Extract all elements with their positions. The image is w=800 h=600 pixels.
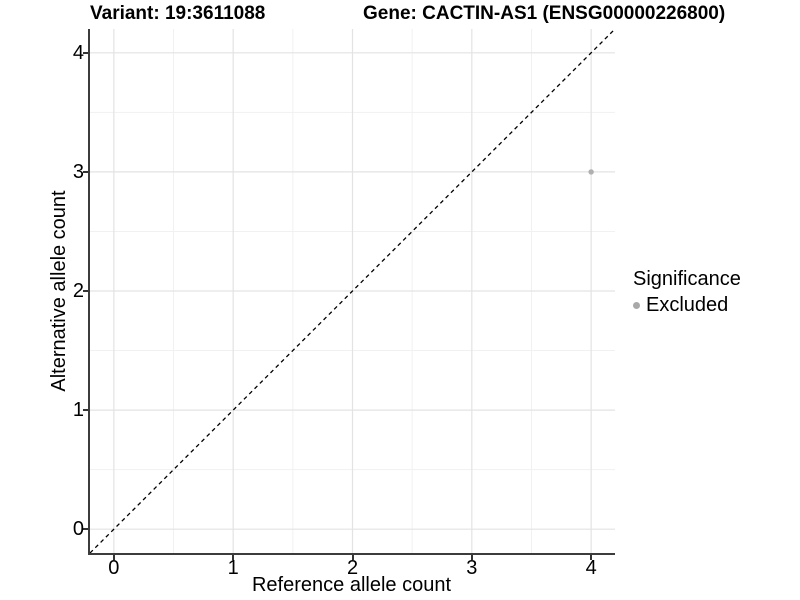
y-tick-mark <box>83 51 88 54</box>
y-tick-mark <box>83 290 88 292</box>
y-tick-label: 2 <box>72 280 84 302</box>
legend: Significance Excluded <box>633 268 741 316</box>
variant-title: Variant: 19:3611088 <box>90 3 266 24</box>
legend-items: Excluded <box>633 294 741 316</box>
x-tick-mark <box>590 555 593 560</box>
x-tick-mark <box>351 555 354 560</box>
y-tick-label: 0 <box>72 518 84 541</box>
y-tick-mark <box>83 170 88 173</box>
legend-item-label: Excluded <box>646 294 729 316</box>
legend-item: Excluded <box>633 294 741 316</box>
x-tick-label: 0 <box>108 557 120 579</box>
x-tick-mark <box>232 555 235 560</box>
x-tick-label: 3 <box>466 557 478 579</box>
plot-panel <box>88 29 615 555</box>
x-tick-label: 4 <box>585 557 597 579</box>
legend-key-dot-icon <box>633 301 640 309</box>
x-axis-title: Reference allele count <box>251 574 451 596</box>
x-tick-label: 1 <box>227 557 239 579</box>
y-tick-label: 4 <box>72 41 84 64</box>
x-tick-mark <box>470 555 473 560</box>
gene-title: Gene: CACTIN-AS1 (ENSG00000226800) <box>363 3 726 24</box>
x-tick-mark <box>112 555 115 560</box>
y-tick-label: 1 <box>72 399 84 422</box>
legend-title: Significance <box>633 268 741 290</box>
y-tick-mark <box>83 528 88 531</box>
x-tick-label: 2 <box>346 557 359 579</box>
plot-canvas <box>90 29 615 553</box>
data-point <box>588 169 594 175</box>
y-tick-mark <box>83 409 88 412</box>
y-tick-label: 3 <box>72 160 84 183</box>
identity-reference-line <box>90 29 615 553</box>
